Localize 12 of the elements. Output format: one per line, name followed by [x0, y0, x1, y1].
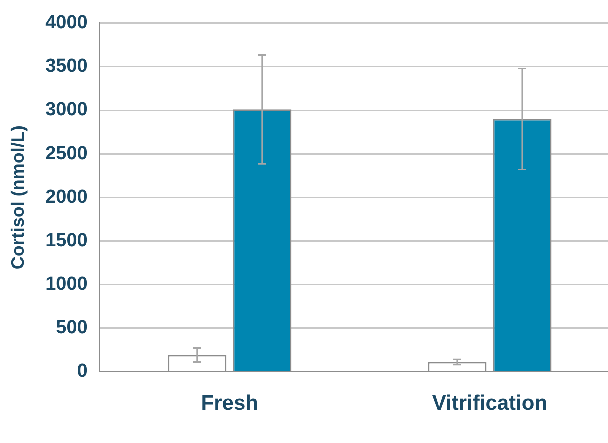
- y-tick-label: 1500: [46, 230, 88, 252]
- y-tick-label: 3000: [46, 100, 88, 121]
- y-tick-label: 2000: [46, 186, 88, 208]
- y-tick-label: 500: [56, 317, 88, 338]
- y-axis-title: Cortisol (nmol/L): [8, 126, 28, 270]
- x-tick-label: Vitrification: [432, 392, 548, 416]
- x-tick-label: Fresh: [201, 392, 258, 416]
- y-tick-label: 3500: [46, 56, 88, 78]
- y-tick-label: 1000: [46, 274, 88, 295]
- y-tick-label: 0: [77, 361, 88, 382]
- y-tick-label: 4000: [46, 12, 88, 34]
- y-tick-label: 2500: [46, 143, 88, 164]
